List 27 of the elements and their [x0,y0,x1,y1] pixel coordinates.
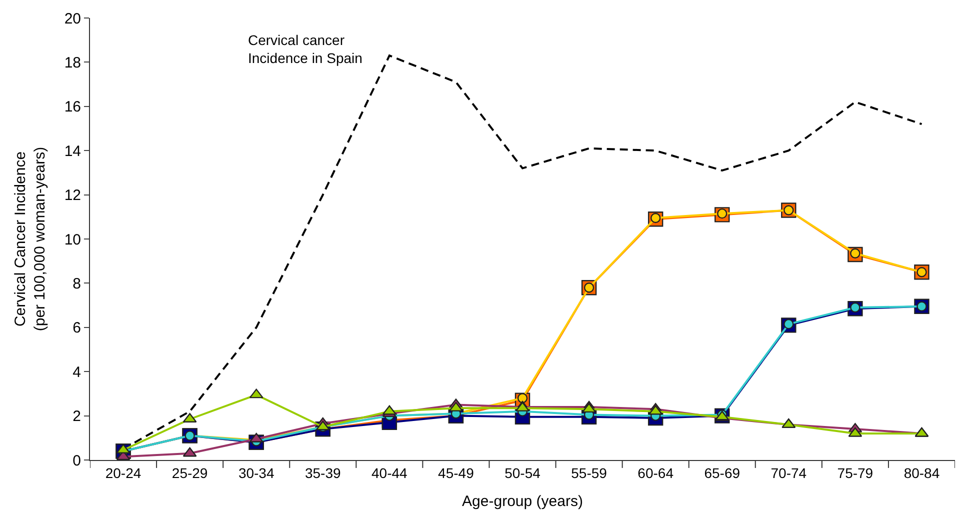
x-tick-label: 65-69 [704,464,740,481]
y-tick-label: 14 [64,142,81,160]
x-tick-label: 80-84 [904,464,940,481]
y-tick-label: 8 [72,275,81,292]
x-tick-label: 75-79 [837,464,874,481]
x-tick-label: 55-59 [571,464,608,481]
x-tick-label: 70-74 [770,464,807,481]
x-axis-title: Age-group (years) [462,492,583,510]
y-tick-label: 20 [64,10,81,28]
x-tick-label: 60-64 [638,464,674,481]
y-tick-label: 2 [72,408,81,426]
y-tick-label: 16 [64,98,81,116]
x-tick-label: 25-29 [172,464,208,481]
x-tick-label: 50-54 [504,464,541,481]
annotation: Cervical cancer Incidence in Spain [248,32,362,66]
x-tick-label: 30-34 [238,464,274,481]
y-tick-label: 0 [72,452,81,470]
x-tick-label: 20-24 [105,464,142,481]
x-tick-label: 45-49 [438,464,474,481]
y-tick-label: 6 [72,320,81,337]
x-tick-label: 35-39 [304,464,341,481]
y-tick-label: 18 [64,54,81,72]
y-tick-label: 4 [72,364,81,381]
y-axis-title: Cervical Cancer Incidence (per 100,000 woman-years) [12,146,49,332]
x-tick-label: 40-44 [372,464,408,481]
y-tick-label: 10 [64,231,81,248]
y-tick-label: 12 [64,187,81,204]
